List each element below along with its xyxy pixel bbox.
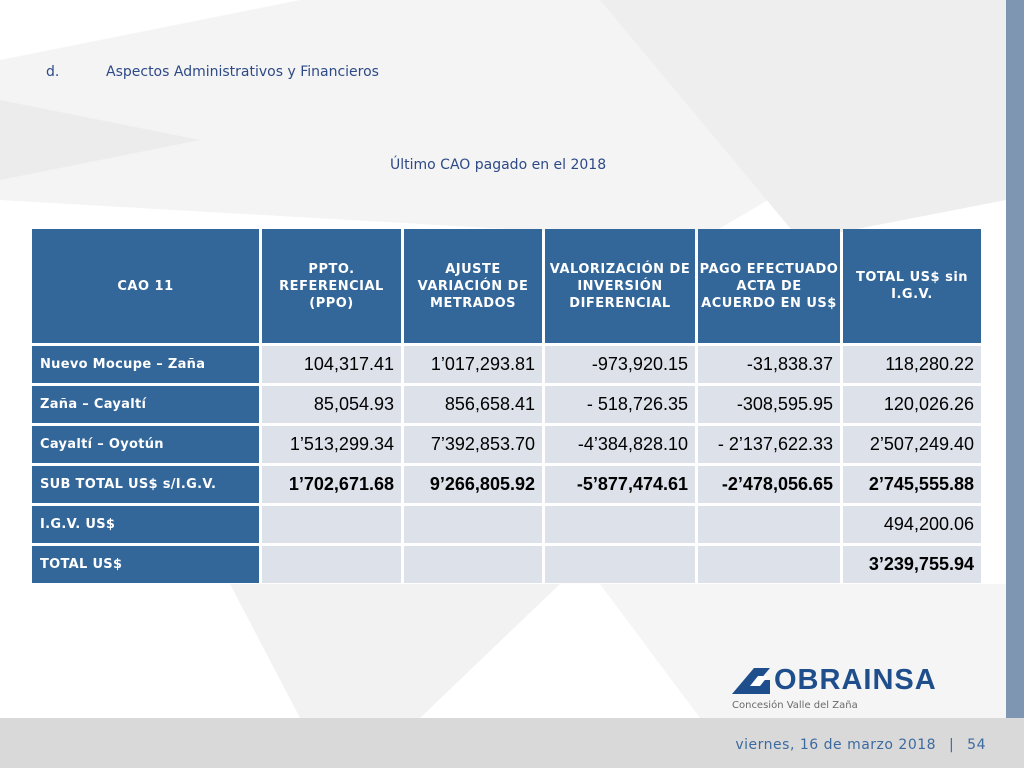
section-number: d. bbox=[46, 64, 60, 80]
logo-tagline: Concesión Valle del Zaña bbox=[732, 700, 858, 711]
header-total: TOTAL US$ sin I.G.V. bbox=[843, 229, 981, 343]
row-label: SUB TOTAL US$ s/I.G.V. bbox=[32, 466, 259, 503]
cell-value: 3’239,755.94 bbox=[843, 546, 981, 583]
header-pago: PAGO EFECTUADO ACTA DE ACUERDO EN US$ bbox=[698, 229, 840, 343]
footer-band bbox=[0, 718, 1024, 768]
cell-value: - 518,726.35 bbox=[545, 386, 695, 423]
row-label: Zaña – Cayaltí bbox=[32, 386, 259, 423]
cell-value: 494,200.06 bbox=[843, 506, 981, 543]
cell-value: - 2’137,622.33 bbox=[698, 426, 840, 463]
cell-value: -2’478,056.65 bbox=[698, 466, 840, 503]
table-subtitle: Último CAO pagado en el 2018 bbox=[390, 157, 607, 173]
cell-value: 118,280.22 bbox=[843, 346, 981, 383]
empty-cell bbox=[698, 546, 840, 583]
cell-value: -31,838.37 bbox=[698, 346, 840, 383]
cell-value: -4’384,828.10 bbox=[545, 426, 695, 463]
table-row: Cayaltí – Oyotún 1’513,299.34 7’392,853.… bbox=[32, 426, 981, 463]
cell-value: -5’877,474.61 bbox=[545, 466, 695, 503]
empty-cell bbox=[262, 506, 401, 543]
table-row-subtotal: SUB TOTAL US$ s/I.G.V. 1’702,671.68 9’26… bbox=[32, 466, 981, 503]
footer: viernes, 16 de marzo 2018 | 54 bbox=[735, 737, 986, 753]
table-row-total: TOTAL US$ 3’239,755.94 bbox=[32, 546, 981, 583]
logo-wordmark: OBRAINSA bbox=[774, 664, 937, 696]
header-cao: CAO 11 bbox=[32, 229, 259, 343]
row-label: I.G.V. US$ bbox=[32, 506, 259, 543]
empty-cell bbox=[404, 506, 542, 543]
cell-value: 1’513,299.34 bbox=[262, 426, 401, 463]
footer-date: viernes, 16 de marzo 2018 bbox=[735, 737, 937, 753]
cell-value: -308,595.95 bbox=[698, 386, 840, 423]
cell-value: 85,054.93 bbox=[262, 386, 401, 423]
table-row: Nuevo Mocupe – Zaña 104,317.41 1’017,293… bbox=[32, 346, 981, 383]
cell-value: 7’392,853.70 bbox=[404, 426, 542, 463]
right-accent-bar bbox=[1006, 0, 1024, 718]
empty-cell bbox=[262, 546, 401, 583]
cell-value: 9’266,805.92 bbox=[404, 466, 542, 503]
table-row-igv: I.G.V. US$ 494,200.06 bbox=[32, 506, 981, 543]
section-title: Aspectos Administrativos y Financieros bbox=[106, 64, 379, 80]
footer-separator: | bbox=[949, 737, 955, 753]
row-label: Nuevo Mocupe – Zaña bbox=[32, 346, 259, 383]
header-ppto: PPTO. REFERENCIAL (PPO) bbox=[262, 229, 401, 343]
cell-value: 104,317.41 bbox=[262, 346, 401, 383]
cell-value: 120,026.26 bbox=[843, 386, 981, 423]
obrainsa-logo-icon bbox=[732, 668, 770, 694]
section-heading: d. Aspectos Administrativos y Financieros bbox=[46, 64, 379, 80]
header-valorizacion: VALORIZACIÓN DE INVERSIÓN DIFERENCIAL bbox=[545, 229, 695, 343]
row-label: Cayaltí – Oyotún bbox=[32, 426, 259, 463]
empty-cell bbox=[545, 546, 695, 583]
page-number: 54 bbox=[967, 737, 986, 753]
header-ajuste: AJUSTE VARIACIÓN DE METRADOS bbox=[404, 229, 542, 343]
table-row: Zaña – Cayaltí 85,054.93 856,658.41 - 51… bbox=[32, 386, 981, 423]
empty-cell bbox=[698, 506, 840, 543]
company-logo: OBRAINSA Concesión Valle del Zaña bbox=[730, 664, 1000, 712]
cell-value: 1’017,293.81 bbox=[404, 346, 542, 383]
table-header-row: CAO 11 PPTO. REFERENCIAL (PPO) AJUSTE VA… bbox=[32, 229, 981, 343]
empty-cell bbox=[545, 506, 695, 543]
cell-value: -973,920.15 bbox=[545, 346, 695, 383]
financial-table: CAO 11 PPTO. REFERENCIAL (PPO) AJUSTE VA… bbox=[29, 226, 984, 586]
cell-value: 1’702,671.68 bbox=[262, 466, 401, 503]
cell-value: 856,658.41 bbox=[404, 386, 542, 423]
cell-value: 2’745,555.88 bbox=[843, 466, 981, 503]
row-label: TOTAL US$ bbox=[32, 546, 259, 583]
cell-value: 2’507,249.40 bbox=[843, 426, 981, 463]
empty-cell bbox=[404, 546, 542, 583]
